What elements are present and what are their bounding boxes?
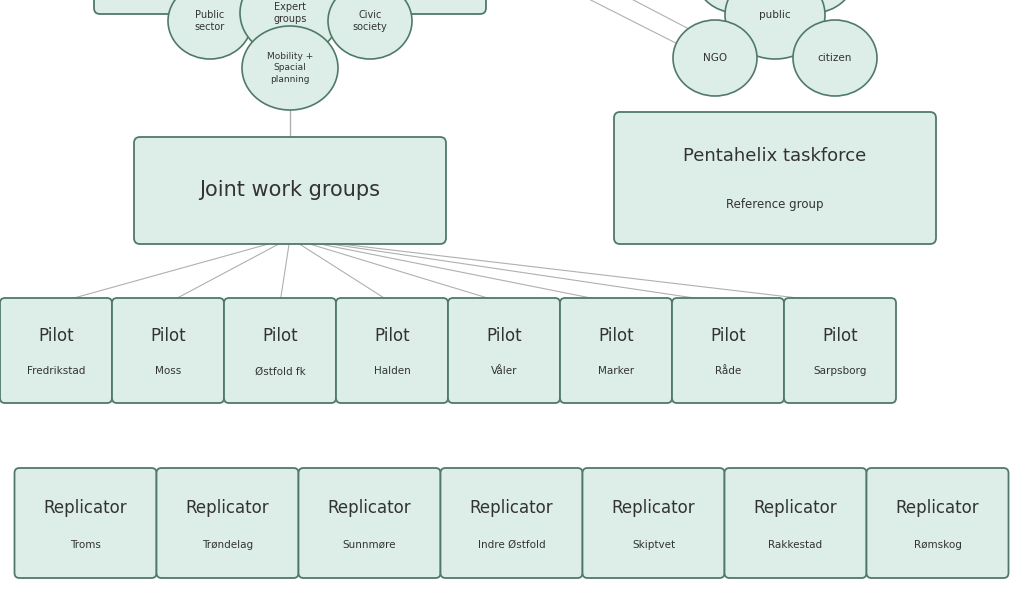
Text: Replicator: Replicator — [896, 499, 979, 517]
Ellipse shape — [206, 0, 290, 9]
Text: Pilot: Pilot — [598, 327, 634, 345]
FancyBboxPatch shape — [448, 298, 560, 403]
Text: Pilot: Pilot — [710, 327, 746, 345]
Ellipse shape — [168, 0, 252, 59]
Text: Expert
groups: Expert groups — [273, 2, 307, 24]
Text: NGO: NGO — [703, 53, 727, 63]
Text: Indre Østfold: Indre Østfold — [478, 540, 545, 550]
Text: public: public — [759, 10, 791, 20]
Text: Pilot: Pilot — [486, 327, 522, 345]
FancyBboxPatch shape — [672, 298, 784, 403]
FancyBboxPatch shape — [14, 468, 157, 578]
Ellipse shape — [328, 0, 412, 59]
Text: Rakkestad: Rakkestad — [768, 540, 822, 550]
Ellipse shape — [695, 0, 779, 13]
Text: Halden: Halden — [373, 367, 410, 376]
Ellipse shape — [771, 0, 855, 13]
Text: Troms: Troms — [70, 540, 101, 550]
Ellipse shape — [793, 20, 877, 96]
FancyBboxPatch shape — [441, 468, 582, 578]
Text: Replicator: Replicator — [186, 499, 269, 517]
FancyBboxPatch shape — [560, 298, 672, 403]
Text: Rømskog: Rømskog — [914, 540, 962, 550]
Text: Replicator: Replicator — [754, 499, 837, 517]
Text: Sunnmøre: Sunnmøre — [343, 540, 396, 550]
Text: Replicator: Replicator — [44, 499, 127, 517]
Ellipse shape — [240, 0, 340, 57]
Text: Marker: Marker — [597, 367, 634, 376]
Text: Pilot: Pilot — [38, 327, 74, 345]
FancyBboxPatch shape — [866, 468, 1009, 578]
FancyBboxPatch shape — [299, 468, 441, 578]
Text: Pilot: Pilot — [150, 327, 186, 345]
Ellipse shape — [242, 26, 338, 110]
Text: Fredrikstad: Fredrikstad — [27, 367, 85, 376]
Text: Mobility +
Spacial
planning: Mobility + Spacial planning — [267, 53, 313, 84]
FancyBboxPatch shape — [157, 468, 299, 578]
FancyBboxPatch shape — [614, 112, 936, 244]
Text: Reference group: Reference group — [726, 198, 824, 211]
Text: Pilot: Pilot — [374, 327, 410, 345]
Text: Replicator: Replicator — [470, 499, 553, 517]
Text: Replicator: Replicator — [612, 499, 696, 517]
FancyBboxPatch shape — [724, 468, 866, 578]
Ellipse shape — [290, 0, 374, 9]
Ellipse shape — [673, 20, 757, 96]
FancyBboxPatch shape — [134, 137, 446, 244]
Text: Public
sector: Public sector — [194, 10, 225, 32]
Text: Sarpsborg: Sarpsborg — [813, 367, 866, 376]
Text: Moss: Moss — [154, 367, 181, 376]
Text: Joint work groups: Joint work groups — [199, 181, 381, 200]
Text: Råde: Råde — [715, 367, 741, 376]
FancyBboxPatch shape — [224, 298, 336, 403]
Text: Replicator: Replicator — [327, 499, 411, 517]
FancyBboxPatch shape — [0, 298, 112, 403]
Text: Østfold fk: Østfold fk — [255, 367, 306, 376]
Text: Pentahelix taskforce: Pentahelix taskforce — [683, 147, 866, 166]
Text: Våler: Våler — [491, 367, 518, 376]
FancyBboxPatch shape — [784, 298, 896, 403]
FancyBboxPatch shape — [336, 298, 448, 403]
Text: citizen: citizen — [817, 53, 852, 63]
Text: Skiptvet: Skiptvet — [632, 540, 675, 550]
Text: Civic
society: Civic society — [353, 10, 388, 32]
FancyBboxPatch shape — [112, 298, 224, 403]
Ellipse shape — [725, 0, 825, 59]
Text: Pilot: Pilot — [822, 327, 858, 345]
Text: Pilot: Pilot — [262, 327, 298, 345]
FancyBboxPatch shape — [582, 468, 724, 578]
FancyBboxPatch shape — [94, 0, 486, 14]
Text: Trøndelag: Trøndelag — [202, 540, 253, 550]
